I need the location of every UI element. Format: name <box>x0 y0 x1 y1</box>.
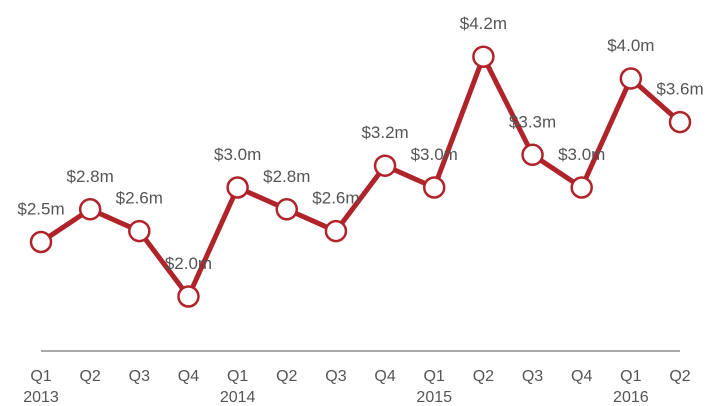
x-tick-label: Q2 <box>79 368 100 385</box>
point <box>472 45 495 68</box>
x-tick-label: Q1 <box>227 368 248 385</box>
x-tick-label: Q2 <box>276 368 297 385</box>
x-tick-label: Q3 <box>325 368 346 385</box>
data-label: $3.0m <box>411 145 458 164</box>
x-tick-label: Q1 <box>620 368 641 385</box>
x-tick-label: Q3 <box>129 368 150 385</box>
point <box>668 110 692 134</box>
data-label: $4.2m <box>460 14 507 33</box>
x-tick-label: Q1 <box>424 368 445 385</box>
data-label: $2.5m <box>17 199 64 218</box>
point <box>619 67 643 90</box>
point <box>226 176 249 199</box>
x-group-label: 2015 <box>416 389 452 406</box>
x-group-label: 2016 <box>613 389 649 406</box>
data-label: $2.6m <box>116 189 163 208</box>
point <box>521 143 544 167</box>
point <box>373 154 397 177</box>
data-label: $2.0m <box>165 254 212 273</box>
data-label: $3.0m <box>214 145 261 164</box>
x-tick-label: Q4 <box>374 368 395 385</box>
data-label: $3.0m <box>558 145 605 164</box>
data-label: $3.3m <box>509 112 556 131</box>
point <box>78 198 102 221</box>
point <box>29 230 53 254</box>
data-label: $3.2m <box>361 123 408 142</box>
x-tick-label: Q2 <box>473 368 494 385</box>
x-tick-label: Q3 <box>522 368 543 385</box>
x-tick-label: Q2 <box>669 368 690 385</box>
data-label: $3.6m <box>656 80 703 99</box>
data-label: $2.8m <box>67 167 114 186</box>
point <box>324 219 348 243</box>
point <box>275 198 299 221</box>
x-tick-label: Q1 <box>30 368 51 385</box>
data-label: $2.8m <box>263 167 310 186</box>
point <box>570 176 593 199</box>
x-group-label: 2014 <box>220 389 256 406</box>
point <box>177 285 200 308</box>
point <box>422 176 446 199</box>
x-group-label: 2013 <box>23 389 59 406</box>
data-label: $2.6m <box>312 189 359 208</box>
data-label: $4.0m <box>607 36 654 55</box>
x-tick-label: Q4 <box>571 368 592 385</box>
point <box>128 219 151 243</box>
x-tick-label: Q4 <box>178 368 199 385</box>
